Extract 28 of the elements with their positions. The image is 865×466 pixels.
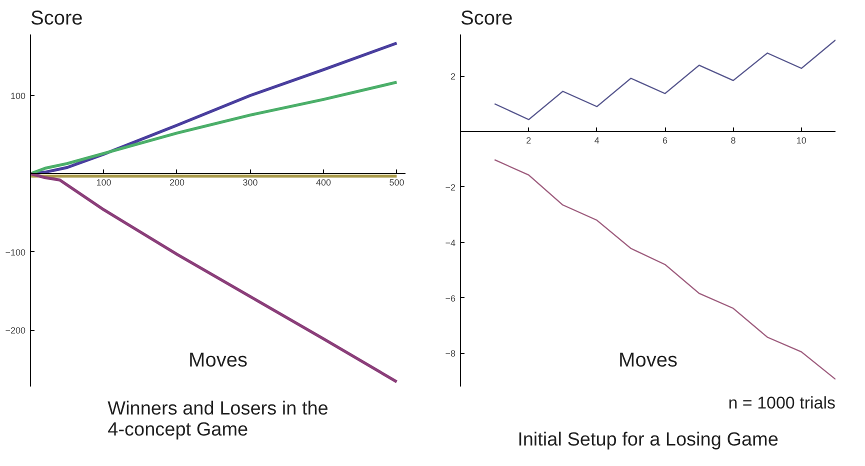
y-tick-label: 2 — [450, 72, 456, 82]
x-axis-title: Moves — [188, 350, 248, 372]
x-tick-label: 500 — [389, 178, 404, 188]
x-tick-label: 300 — [242, 178, 258, 188]
x-tick-label: 200 — [169, 178, 185, 188]
y-tick-label: 100 — [10, 91, 26, 102]
y-tick-label: −6 — [445, 293, 456, 304]
line-series — [494, 159, 836, 380]
x-tick-label: 100 — [96, 178, 112, 188]
x-tick-label: 2 — [526, 136, 532, 146]
x-tick-label: 400 — [316, 178, 331, 188]
x-axis-title: Moves — [618, 350, 678, 372]
y-tick-label: −100 — [5, 247, 26, 258]
text: Initial Setup for a Losing Game — [518, 430, 778, 450]
text: Winners and Losers in the 4-concept Game — [108, 398, 328, 440]
y-tick-label: −8 — [445, 348, 456, 359]
y-axis-title: Score — [460, 8, 513, 30]
x-tick-label: 4 — [594, 136, 600, 146]
line-series — [494, 39, 836, 120]
x-tick-label: 10 — [796, 136, 806, 146]
y-tick-label: −200 — [5, 326, 26, 336]
x-tick-label: 8 — [730, 136, 736, 146]
x-tick-label: 6 — [662, 136, 668, 146]
text: n = 1000 trials — [728, 394, 836, 412]
y-tick-label: −2 — [445, 182, 456, 192]
line-series — [30, 80, 398, 176]
y-axis-title: Score — [30, 8, 83, 30]
y-tick-label: −4 — [445, 238, 456, 248]
